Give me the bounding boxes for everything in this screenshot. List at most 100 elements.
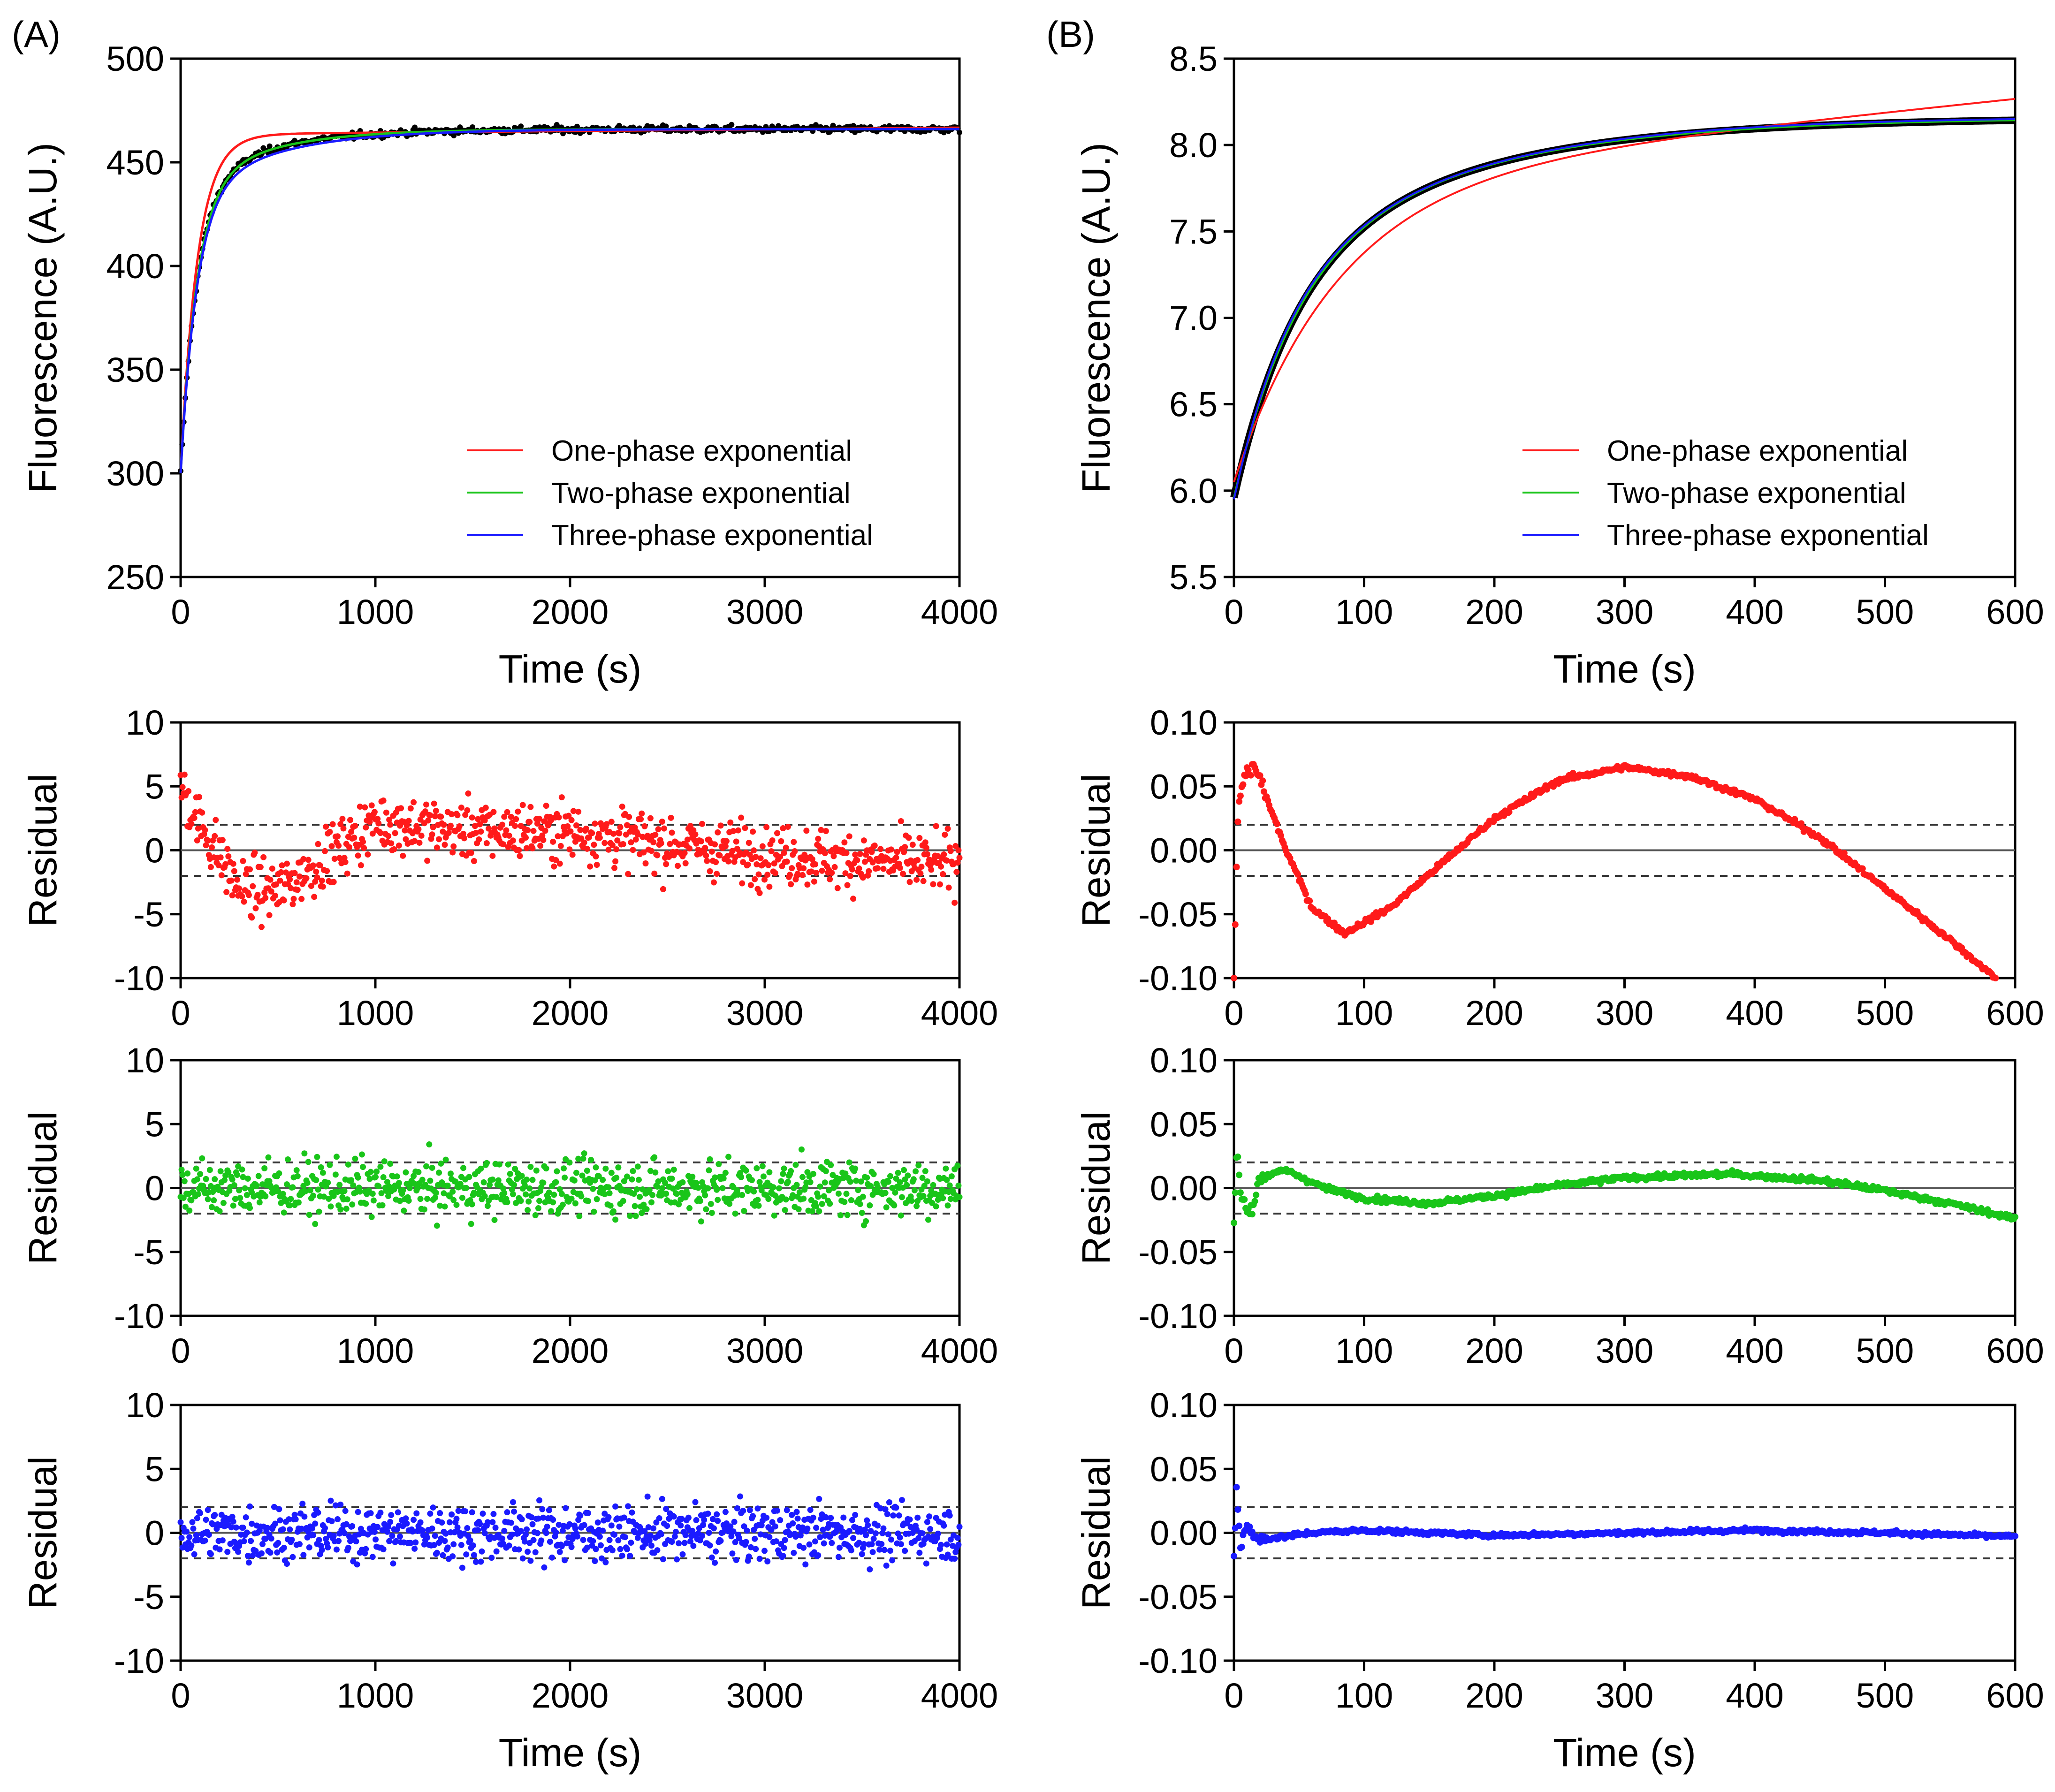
- x-tick-label: 600: [1986, 592, 2044, 631]
- residual-point: [702, 844, 708, 851]
- residual-point: [587, 863, 594, 870]
- residual-point: [955, 1541, 962, 1548]
- residual-point: [629, 1176, 635, 1183]
- residual-point: [222, 861, 229, 867]
- residual-point: [417, 1196, 424, 1202]
- residual-point: [880, 1525, 887, 1532]
- residual-point: [710, 879, 717, 886]
- residual-point: [295, 1199, 302, 1206]
- residual-point: [844, 882, 851, 888]
- residual-point: [489, 1519, 496, 1526]
- residual-point: [852, 1511, 859, 1518]
- residual-point: [186, 1534, 193, 1541]
- residual-point: [913, 876, 920, 883]
- residual-point: [512, 1166, 518, 1172]
- y-tick-label: 0: [145, 1169, 164, 1208]
- residual-point: [267, 1549, 274, 1556]
- residual-point: [817, 1183, 823, 1190]
- residual-point: [230, 1202, 236, 1209]
- residual-point: [866, 868, 872, 874]
- residual-point: [240, 858, 246, 864]
- residual-point: [444, 1182, 451, 1189]
- residual-point: [593, 1164, 599, 1171]
- residual-point: [722, 1169, 729, 1176]
- residual-point: [712, 841, 718, 848]
- residual-point: [573, 1169, 580, 1176]
- residual-point: [867, 1202, 873, 1208]
- residual-point: [260, 854, 267, 860]
- residual-point: [464, 807, 471, 813]
- residual-point: [669, 829, 675, 836]
- residual-point: [565, 812, 572, 819]
- x-tick-label: 1000: [337, 1331, 414, 1370]
- x-tick-label: 2000: [532, 592, 609, 631]
- residual-point: [766, 883, 773, 890]
- residual-point: [794, 870, 801, 877]
- residual-point: [546, 1507, 552, 1513]
- residual-point: [673, 1191, 680, 1197]
- residual-point: [292, 1516, 299, 1523]
- residual-point: [906, 1516, 913, 1523]
- residual-point: [1232, 1189, 1239, 1196]
- residual-point: [628, 839, 634, 846]
- residual-point: [650, 839, 657, 845]
- residual-point: [697, 1537, 703, 1544]
- residual-point: [312, 1520, 319, 1527]
- residual-point: [836, 1544, 843, 1551]
- residual-point: [924, 1519, 930, 1525]
- residual-point: [781, 1165, 787, 1172]
- residual-point: [368, 1214, 375, 1220]
- residual-point: [1273, 820, 1280, 828]
- residual-point: [287, 1526, 293, 1533]
- residual-point: [784, 1178, 791, 1185]
- residual-point: [955, 847, 962, 854]
- residual-point: [441, 1190, 447, 1197]
- residual-point: [185, 788, 192, 794]
- residual-point: [791, 1549, 797, 1556]
- residual-point: [479, 1548, 485, 1555]
- residual-point: [550, 1517, 556, 1523]
- residual-point: [808, 868, 814, 875]
- residual-point: [857, 850, 863, 857]
- residual-point: [459, 1194, 465, 1201]
- residual-point: [712, 1174, 718, 1181]
- residual-point: [569, 851, 576, 858]
- residual-point: [853, 1177, 860, 1184]
- residual-point: [407, 805, 414, 812]
- residual-point: [221, 1177, 228, 1184]
- residual-point: [889, 1185, 896, 1191]
- residual-point: [690, 1542, 697, 1549]
- x-tick-label: 300: [1596, 994, 1653, 1033]
- residual-point: [609, 842, 616, 849]
- residual-point: [360, 839, 366, 845]
- residual-point: [332, 1171, 339, 1178]
- residual-point: [759, 843, 766, 850]
- residual-point: [708, 1554, 715, 1561]
- x-tick-label: 200: [1465, 1676, 1523, 1715]
- residual-point: [634, 1534, 641, 1541]
- residual-point: [458, 1541, 464, 1548]
- residual-point: [433, 1190, 439, 1196]
- residual-point: [446, 1519, 453, 1526]
- residual-point: [755, 871, 762, 878]
- residual-point: [525, 1549, 531, 1555]
- residual-point: [820, 1526, 826, 1533]
- residual-point: [593, 853, 599, 860]
- residual-point: [705, 1185, 711, 1192]
- residual-point: [413, 1510, 420, 1517]
- residual-point: [725, 858, 732, 865]
- residual-point: [559, 1201, 566, 1208]
- residual-point: [575, 1155, 582, 1162]
- residual-point: [728, 1533, 735, 1540]
- residual-point: [347, 817, 354, 823]
- residual-point: [504, 809, 510, 815]
- residual-point: [687, 822, 694, 829]
- residual-point: [374, 1524, 381, 1530]
- residual-point: [232, 1196, 238, 1202]
- residual-point: [205, 1507, 211, 1513]
- residual-point: [766, 1534, 773, 1541]
- residual-point: [194, 1176, 200, 1183]
- residual-point: [191, 1551, 198, 1557]
- residual-point: [676, 1201, 682, 1207]
